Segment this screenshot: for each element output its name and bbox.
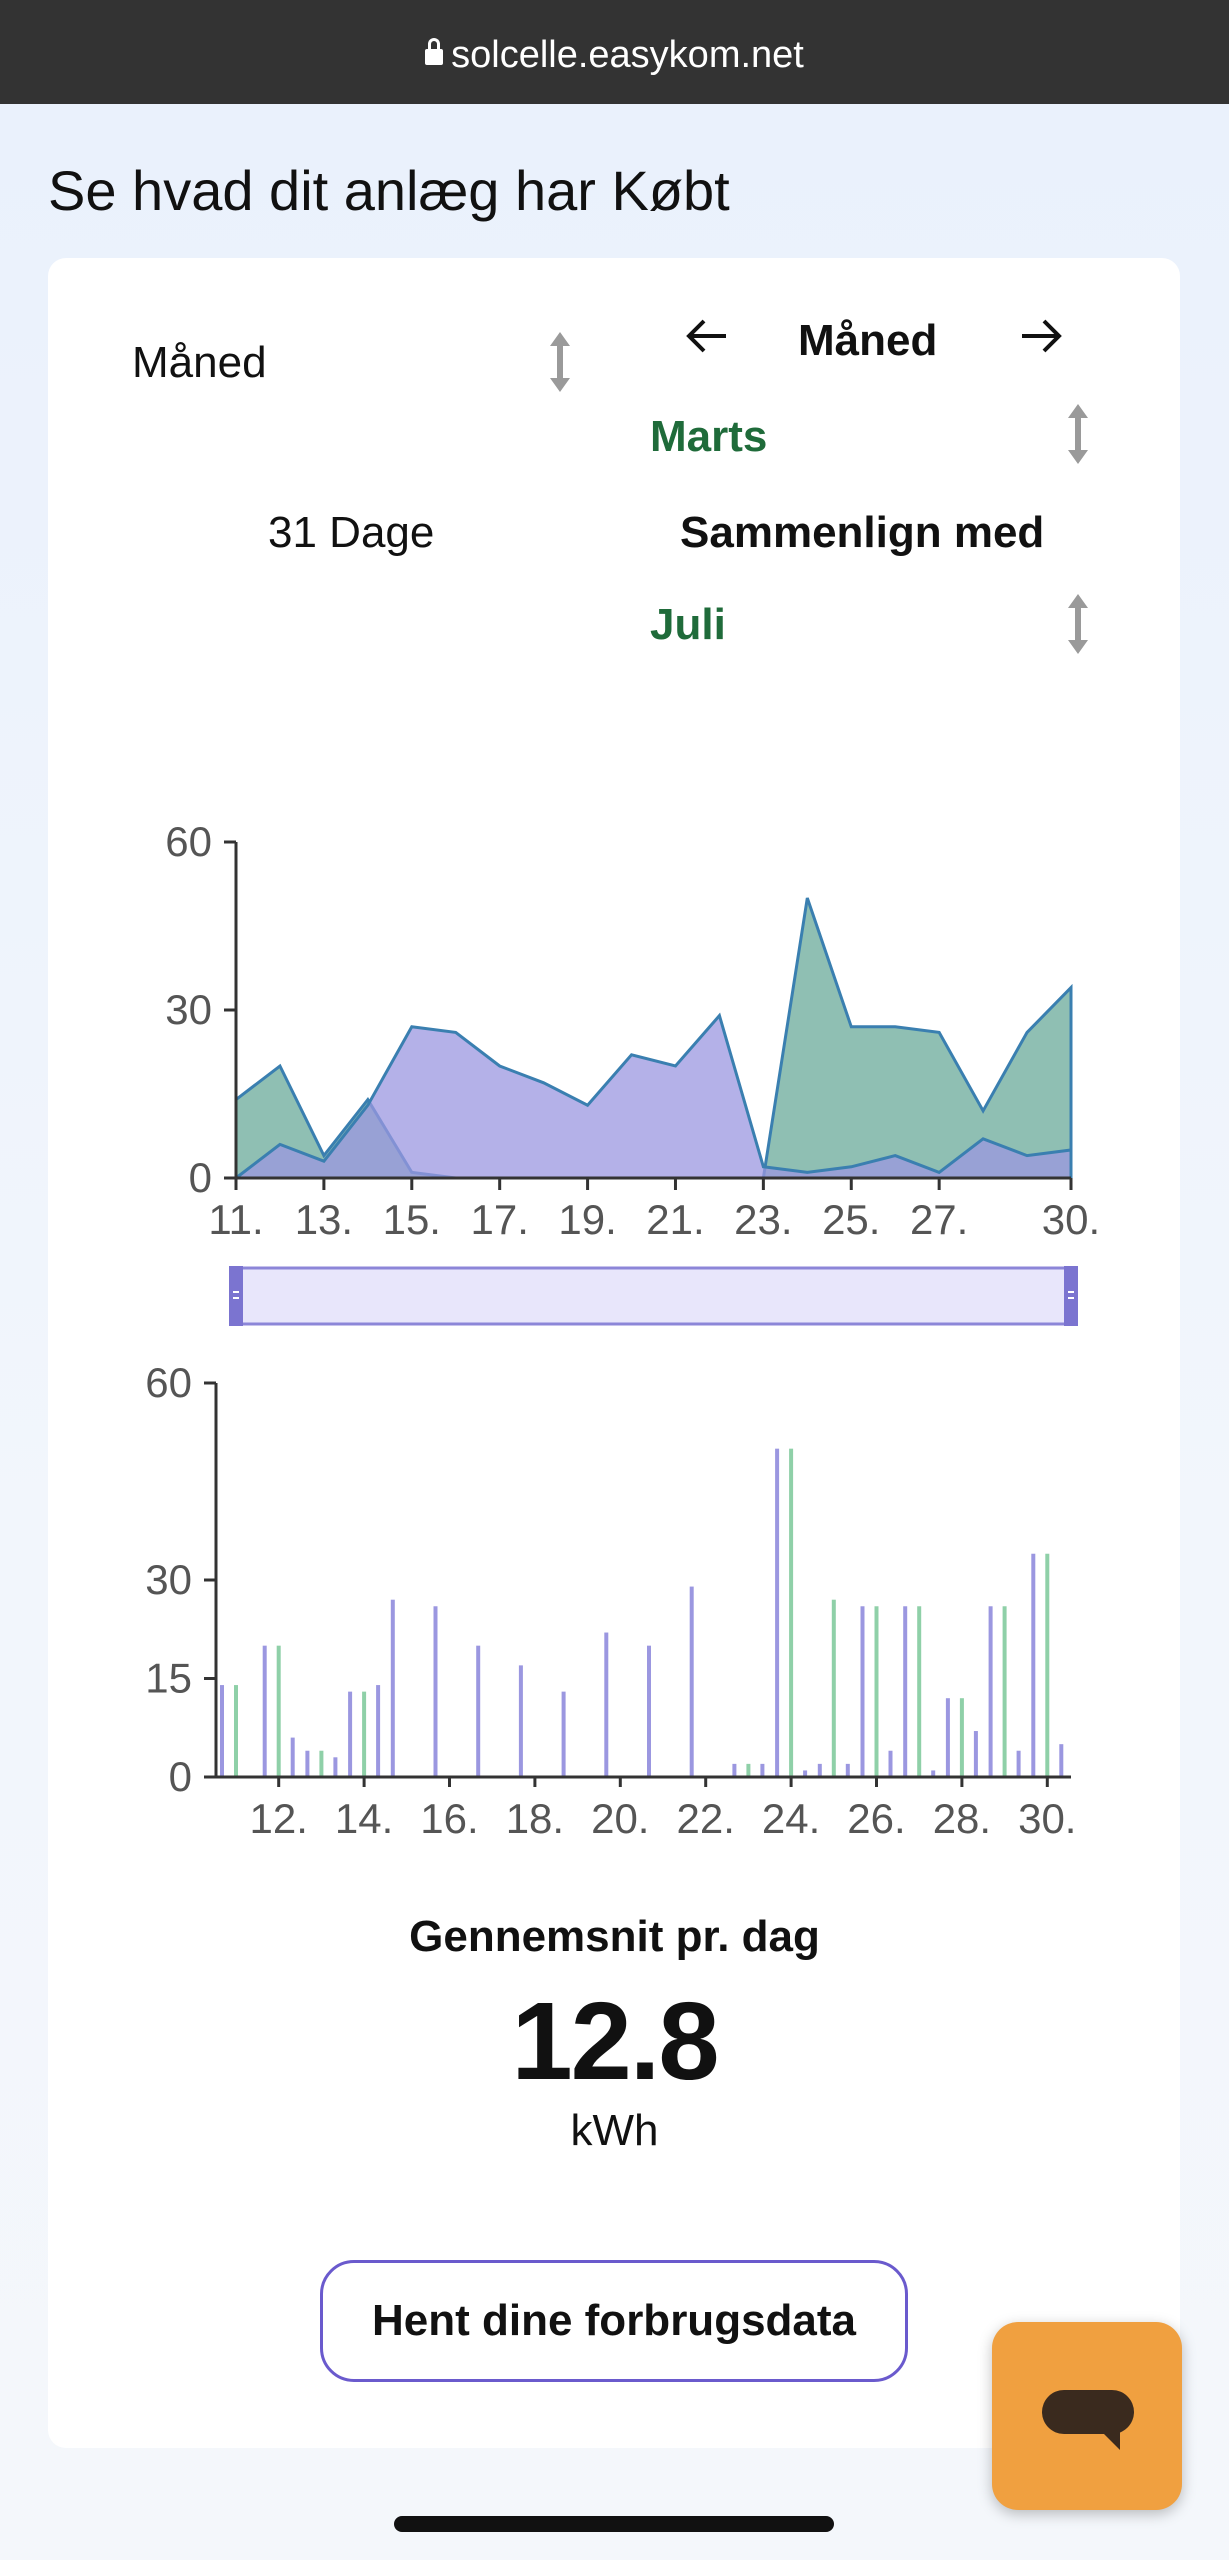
bar-0-5	[433, 1606, 438, 1777]
bar-1-3	[362, 1691, 367, 1777]
area-x-tick-label: 21.	[646, 1196, 704, 1243]
bar-0-4	[390, 1599, 395, 1777]
area-x-tick-label: 15.	[383, 1196, 441, 1243]
area-y-tick-label: 60	[165, 818, 212, 865]
home-indicator	[394, 2516, 834, 2532]
bar-0-17	[945, 1698, 950, 1777]
area-x-tick-label: 30.	[1042, 1196, 1100, 1243]
bar-2-14	[845, 1763, 850, 1777]
bar-0-16	[903, 1606, 908, 1777]
bar-x-tick-label: 26.	[847, 1795, 905, 1842]
bar-x-tick-label: 18.	[506, 1795, 564, 1842]
bar-1-0	[234, 1685, 238, 1777]
period-select-updown-icon[interactable]	[548, 330, 572, 394]
bar-0-2	[305, 1750, 310, 1777]
bar-2-16	[931, 1770, 936, 1777]
average-unit: kWh	[570, 2106, 659, 2155]
arrow-left-icon[interactable]	[686, 316, 728, 367]
bar-0-10	[647, 1645, 651, 1777]
bar-y-tick-label: 0	[169, 1753, 192, 1800]
bar-2-13	[803, 1770, 808, 1777]
days-label: 31 Dage	[268, 508, 435, 557]
bar-0-9	[604, 1632, 609, 1777]
bar-1-17	[959, 1698, 964, 1777]
bar-0-8	[561, 1691, 566, 1777]
bar-0-7	[518, 1665, 523, 1777]
bar-2-1	[290, 1737, 295, 1777]
area-x-tick-label: 27.	[910, 1196, 968, 1243]
bar-x-tick-label: 16.	[420, 1795, 478, 1842]
chat-bubble-icon	[1042, 2390, 1134, 2434]
brush-handle-right[interactable]	[1064, 1266, 1078, 1326]
selected-period[interactable]: Marts	[650, 412, 768, 461]
fetch-data-button[interactable]: Hent dine forbrugsdata	[320, 2260, 908, 2382]
chat-button[interactable]	[992, 2322, 1182, 2510]
compare-period-updown-icon[interactable]	[1066, 592, 1090, 656]
area-x-tick-label: 19.	[558, 1196, 616, 1243]
bar-x-tick-label: 24.	[762, 1795, 820, 1842]
bar-x-tick-label: 20.	[591, 1795, 649, 1842]
content-card	[48, 258, 1180, 2448]
bar-x-tick-label: 28.	[933, 1795, 991, 1842]
bar-1-16	[917, 1606, 922, 1777]
brush-handle-left[interactable]	[229, 1266, 243, 1326]
area-x-tick-label: 23.	[734, 1196, 792, 1243]
period-select[interactable]: Måned	[132, 338, 267, 387]
bar-0-0	[220, 1685, 224, 1777]
bar-2-15	[888, 1750, 893, 1777]
average-value: 12.8	[511, 1980, 719, 2103]
compare-label: Sammenlign med	[680, 508, 1045, 557]
lock-icon	[425, 38, 444, 65]
range-brush[interactable]	[234, 1266, 1073, 1326]
bar-0-1	[262, 1645, 267, 1777]
browser-address-bar[interactable]: solcelle.easykom.net	[0, 0, 1229, 104]
bar-1-13	[789, 1448, 794, 1777]
url-text: solcelle.easykom.net	[451, 34, 804, 76]
bar-1-18	[1002, 1606, 1007, 1777]
bar-x-tick-label: 14.	[335, 1795, 393, 1842]
bar-0-14	[817, 1763, 822, 1777]
bar-1-2	[319, 1750, 324, 1777]
bar-1-15	[874, 1606, 879, 1777]
period-nav-label: Måned	[798, 316, 938, 365]
area-x-tick-label: 25.	[822, 1196, 880, 1243]
bar-1-19	[1045, 1553, 1050, 1777]
compare-period[interactable]: Juli	[650, 600, 726, 649]
bar-0-18	[988, 1606, 993, 1777]
area-y-tick-label: 0	[189, 1154, 212, 1201]
bar-0-15	[860, 1606, 865, 1777]
bar-0-12	[732, 1763, 737, 1777]
selected-period-updown-icon[interactable]	[1066, 402, 1090, 466]
area-y-tick-label: 30	[165, 986, 212, 1033]
page-title: Se hvad dit anlæg har Købt	[48, 159, 730, 222]
bar-y-tick-label: 30	[145, 1556, 192, 1603]
bar-2-12	[760, 1763, 765, 1777]
bar-1-1	[276, 1645, 281, 1777]
charts[interactable]: 0 30 60 11. 13. 15. 17. 19. 21. 23. 25. 27. 30. 0 15 30…	[0, 0, 1229, 1900]
bar-2-2	[333, 1757, 338, 1777]
bar-2-3	[376, 1685, 381, 1777]
bar-2-17	[973, 1731, 978, 1777]
area-x-tick-label: 13.	[295, 1196, 353, 1243]
bar-0-19	[1031, 1553, 1036, 1777]
bar-1-14	[831, 1599, 836, 1777]
bar-0-6	[476, 1645, 481, 1777]
area-x-tick-label: 17.	[470, 1196, 528, 1243]
area-x-tick-label: 11.	[208, 1196, 263, 1243]
bar-1-12	[746, 1763, 751, 1777]
bar-y-tick-label: 15	[145, 1655, 192, 1702]
bar-x-tick-label: 30.	[1018, 1795, 1076, 1842]
arrow-right-icon[interactable]	[1020, 316, 1062, 367]
bar-2-19	[1059, 1744, 1064, 1777]
bar-0-3	[348, 1691, 353, 1777]
bar-x-tick-label: 12.	[250, 1795, 308, 1842]
bar-2-18	[1016, 1750, 1021, 1777]
bar-y-tick-label: 60	[145, 1359, 192, 1406]
area-series-1	[231, 1012, 1073, 1180]
average-label: Gennemsnit pr. dag	[409, 1912, 820, 1961]
bar-0-11	[689, 1586, 694, 1777]
bar-0-13	[775, 1448, 780, 1777]
url-display[interactable]: solcelle.easykom.net	[0, 34, 1229, 77]
bar-x-tick-label: 22.	[677, 1795, 735, 1842]
